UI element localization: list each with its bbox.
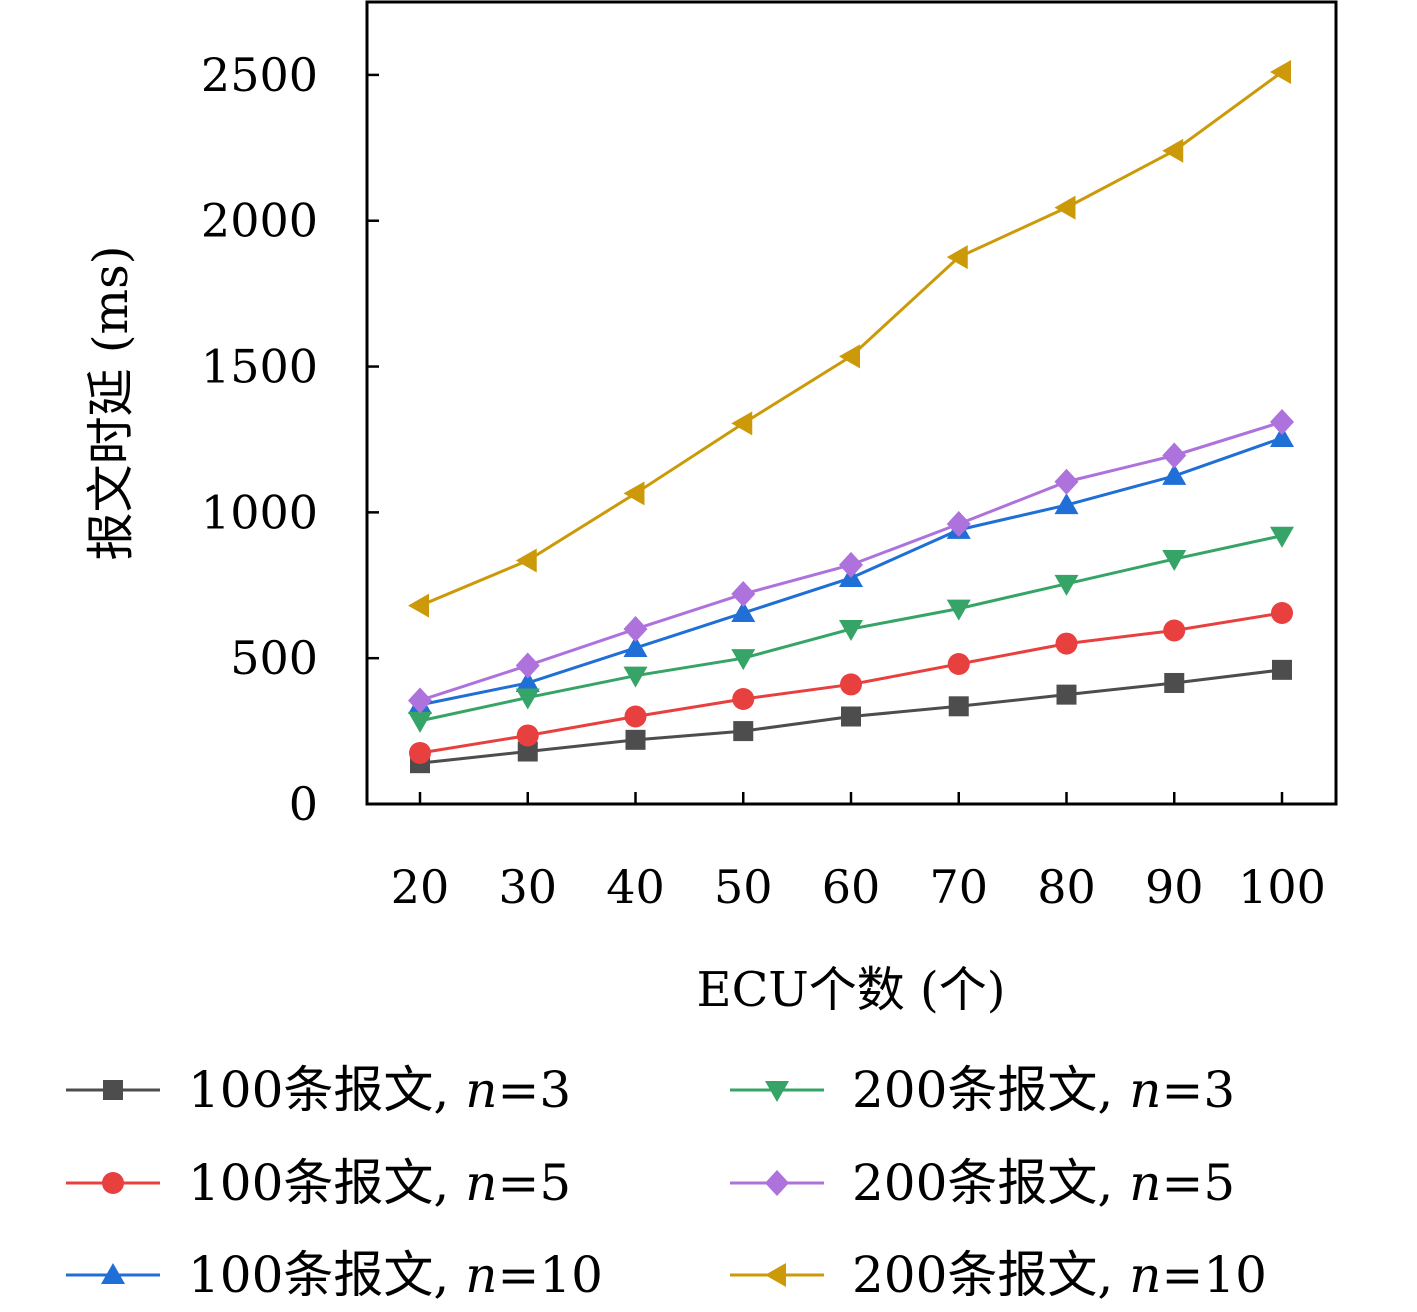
y-tick-label: 500 (230, 631, 318, 685)
data-point (1162, 463, 1187, 485)
legend-item: 100条报文, n=3 (66, 1061, 571, 1119)
data-point (731, 649, 756, 671)
data-point (946, 245, 968, 270)
data-point (947, 653, 970, 676)
legend-item: 200条报文, n=10 (730, 1246, 1267, 1304)
data-point (517, 741, 538, 762)
data-point (839, 344, 860, 369)
legend-label: 100条报文, n=3 (188, 1061, 571, 1119)
series-line (419, 70, 1283, 608)
x-tick-label: 70 (929, 860, 988, 914)
legend-label: 100条报文, n=5 (188, 1154, 571, 1212)
legend-swatch-marker (101, 1263, 125, 1284)
data-point (623, 616, 648, 643)
legend-swatch-marker (765, 1170, 789, 1196)
x-tick-label: 20 (391, 860, 450, 914)
data-point (1054, 574, 1079, 596)
legend-label: 200条报文, n=5 (852, 1154, 1235, 1212)
data-point (946, 599, 971, 621)
legend-item: 100条报文, n=5 (66, 1154, 571, 1212)
data-point (1054, 468, 1079, 495)
x-tick-label: 60 (822, 860, 881, 914)
legend-label: 200条报文, n=3 (852, 1061, 1235, 1119)
data-point (731, 600, 756, 622)
data-point (408, 687, 432, 714)
data-point (409, 741, 431, 764)
data-point (1272, 659, 1292, 680)
legend-label: 200条报文, n=10 (852, 1246, 1267, 1304)
y-tick-label: 1500 (201, 340, 318, 394)
data-point (516, 724, 539, 747)
series-1 (410, 659, 1292, 774)
data-point (732, 688, 755, 711)
y-tick-label: 2500 (201, 48, 318, 102)
data-point (625, 729, 646, 750)
legend-label: 100条报文, n=10 (188, 1246, 603, 1304)
x-tick-label: 40 (606, 860, 665, 914)
series-5 (408, 408, 1294, 714)
series-4 (408, 526, 1294, 733)
legend-swatch-marker (765, 1263, 786, 1287)
data-point (623, 666, 648, 688)
data-point (408, 593, 429, 618)
x-tick-label: 90 (1145, 860, 1204, 914)
data-point (624, 705, 647, 728)
data-point (515, 652, 540, 679)
data-point (1162, 138, 1184, 163)
legend-item: 200条报文, n=5 (730, 1154, 1235, 1212)
data-point (1270, 425, 1294, 447)
data-point (1270, 526, 1294, 548)
legend-item: 200条报文, n=3 (730, 1061, 1235, 1119)
legend: 100条报文, n=3 100条报文, n=5 100条报文, n=10 200条报文… (66, 1061, 1267, 1304)
legend-item: 100条报文, n=10 (66, 1246, 603, 1304)
data-point (1054, 195, 1076, 220)
x-tick-label: 30 (498, 860, 557, 914)
y-tick-label: 0 (289, 777, 318, 831)
x-tick-label: 80 (1037, 860, 1096, 914)
x-tick-label: 100 (1238, 860, 1326, 914)
legend-swatch-marker (103, 1080, 123, 1100)
data-point (840, 673, 862, 696)
data-point (1056, 684, 1077, 705)
series-layer (408, 59, 1294, 774)
data-point (1164, 672, 1185, 693)
data-point (515, 688, 540, 710)
data-point (731, 581, 756, 608)
data-point (1054, 493, 1079, 515)
data-point (515, 670, 540, 692)
x-tick-label: 50 (714, 860, 773, 914)
y-tick-label: 1000 (201, 485, 318, 539)
data-point (408, 711, 432, 733)
data-point (1270, 59, 1291, 84)
data-point (731, 411, 753, 436)
data-point (733, 721, 754, 742)
data-point (623, 481, 645, 506)
legend-swatch-marker (102, 1172, 124, 1194)
data-point (839, 620, 863, 642)
data-point (1162, 442, 1187, 469)
series-2 (409, 601, 1293, 764)
data-point (948, 696, 969, 717)
data-point (841, 706, 861, 727)
data-point (1055, 632, 1078, 655)
series-3 (408, 425, 1294, 714)
series-6 (408, 59, 1291, 618)
data-point (623, 635, 648, 657)
y-axis-title: 报文时延 (ms) (83, 246, 139, 561)
data-point (515, 548, 537, 573)
data-point (1271, 601, 1293, 624)
data-point (1162, 550, 1187, 572)
y-tick-label: 2000 (201, 194, 318, 248)
data-point (1163, 619, 1186, 642)
data-point (839, 551, 863, 578)
data-point (946, 511, 971, 538)
data-point (1270, 408, 1294, 435)
x-axis-title: ECU个数 (个) (697, 962, 1006, 1018)
legend-swatch-marker (765, 1081, 789, 1102)
